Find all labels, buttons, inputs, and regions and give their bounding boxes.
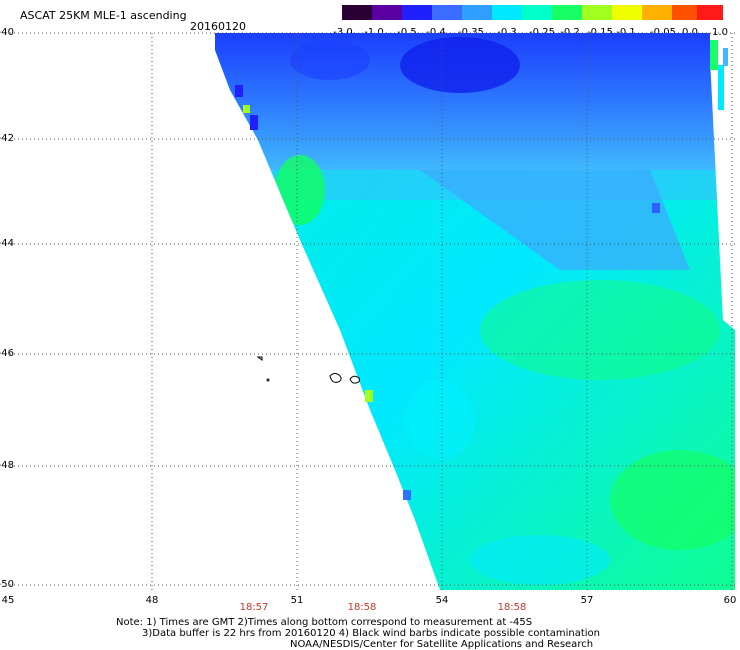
footnote-line-1: Note: 1) Times are GMT 2)Times along bot… [116,617,533,628]
colorbar-seg-4 [462,5,492,20]
lat-label: -44 [0,238,14,249]
product-title: ASCAT 25KM MLE-1 ascending [20,9,187,22]
lon-label: 51 [290,595,304,606]
product-date: 20160120 [190,20,246,33]
lon-label: 48 [145,595,159,606]
swath-edge-pixels [235,40,728,500]
lat-label: -50 [0,579,14,590]
wind-swath [215,33,735,590]
time-label: 18:58 [497,602,527,613]
footnote-line-3: NOAA/NESDIS/Center for Satellite Applica… [290,639,594,650]
island-outlines [256,356,361,384]
lon-label: 54 [435,595,449,606]
time-label: 18:58 [347,602,377,613]
colorbar-seg-3 [432,5,462,20]
colorbar-seg-1 [372,5,402,20]
colorbar-seg-8 [582,5,612,20]
colorbar-seg-10 [642,5,672,20]
lat-label: -48 [0,460,14,471]
colorbar-seg-11 [672,5,697,20]
lat-label: -46 [0,348,14,359]
time-label: 18:57 [239,602,269,613]
cbar-label: 1.0 [712,27,728,38]
colorbar-seg-6 [522,5,552,20]
graticule [10,32,735,590]
colorbar-seg-7 [552,5,582,20]
lat-label: -40 [0,27,14,38]
lon-label: 60 [723,595,737,606]
colorbar-seg-12 [697,5,723,20]
lon-label: 45 [1,595,15,606]
colorbar [342,5,723,20]
lon-label: 57 [580,595,594,606]
cbar-label: -0.15 [587,27,613,38]
colorbar-seg-0 [342,5,372,20]
colorbar-seg-9 [612,5,642,20]
lat-label: -42 [0,133,14,144]
colorbar-seg-2 [402,5,432,20]
footnote-line-2: 3)Data buffer is 22 hrs from 20160120 4)… [142,628,600,639]
cbar-label: -0.4 [426,27,446,38]
colorbar-seg-5 [492,5,522,20]
